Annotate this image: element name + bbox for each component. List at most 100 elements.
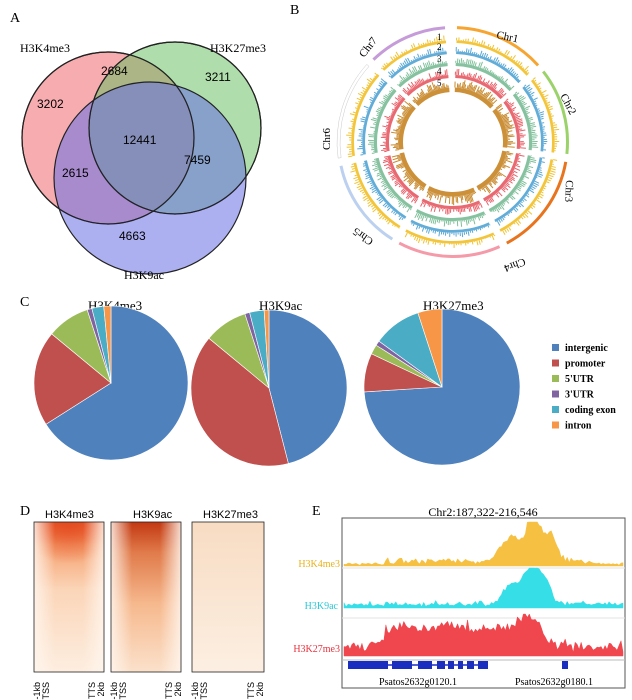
track-3-spike (414, 212, 418, 219)
track-2-spike (370, 96, 374, 100)
track-3-spike (497, 75, 499, 78)
track-1-spike (416, 237, 419, 242)
track-5-spike (402, 111, 407, 115)
track-2-spike (493, 57, 496, 62)
track-4-spike (414, 198, 418, 204)
track-3-spike (411, 70, 415, 74)
track-5-spike (505, 126, 513, 129)
track-1-band (405, 229, 495, 244)
track-4-spike (502, 186, 506, 191)
track-5-spike (496, 173, 501, 177)
track-4-spike (411, 196, 416, 203)
heatmap1-tick-m1kb: -1kb (32, 682, 42, 700)
track-2-spike (362, 116, 366, 119)
track-4-spike (518, 124, 524, 128)
track-1-spike (478, 240, 481, 245)
track-5-spike (505, 155, 508, 158)
track-1-spike (474, 39, 477, 43)
track-5-spike (485, 185, 492, 193)
track-3-spike (436, 219, 439, 223)
track-1-spike (487, 43, 490, 47)
track-4-spike (391, 108, 395, 111)
track-4-spike (397, 97, 401, 101)
track-4-spike (410, 81, 415, 88)
legend-label: 5'UTR (565, 374, 595, 385)
track-5-spike (507, 134, 514, 137)
track-4-band (455, 74, 503, 100)
panel-letter-a: A (10, 11, 21, 26)
track-3-spike (416, 213, 420, 218)
track-label-5: 5 (437, 78, 442, 88)
track-1-spike (546, 101, 551, 104)
track-3-spike (438, 219, 441, 224)
track-1-spike (377, 211, 380, 215)
track-2-spike (495, 57, 499, 63)
track-5-spike (429, 84, 434, 92)
track-1-spike (362, 195, 368, 199)
heatmap3-tick-2kb: 2kb (255, 682, 265, 697)
track-3-spike (373, 162, 377, 164)
gene-model-1-exon (458, 661, 463, 669)
track-2-spike (375, 191, 378, 194)
track-5-spike (428, 85, 432, 93)
track-5-spike (502, 163, 510, 169)
track-3-spike (495, 74, 498, 77)
track-2-spike (364, 172, 369, 176)
track-2-spike (534, 102, 537, 105)
track-1-spike (536, 82, 541, 86)
track-2-spike (362, 165, 366, 167)
gene-model-1-exon (448, 661, 454, 669)
track-3-spike (417, 214, 422, 221)
track-1-spike (510, 55, 513, 59)
track-5-spike (483, 186, 486, 189)
track-2-spike (366, 109, 369, 111)
heatmap-panels: H3K4me3 H3K9ac H3K27me3 -1kb TSS TTS 2kb… (32, 509, 265, 700)
track-4-spike (489, 81, 493, 87)
track-4-spike (474, 205, 477, 212)
track-1-spike (361, 86, 367, 91)
track-2-spike (485, 53, 489, 58)
track-5-spike (424, 93, 427, 95)
track-3-band (373, 89, 397, 154)
track-5-spike (466, 194, 470, 202)
pie-slice-h3k4me3-0 (45, 305, 189, 461)
track-4-spike (482, 78, 486, 83)
track-3-spike (516, 188, 521, 192)
track-5-spike (471, 193, 474, 196)
track-2-spike (394, 212, 397, 216)
track-5-spike (501, 165, 506, 168)
track-4-spike (385, 166, 391, 170)
track-3-spike (397, 84, 399, 86)
track-5-spike (491, 99, 498, 105)
track-5-spike (393, 129, 400, 132)
track-1-spike (378, 213, 382, 217)
track-4-spike (517, 160, 521, 163)
track-1-spike (422, 239, 425, 244)
track-1-spike (491, 235, 495, 241)
track-4-spike (508, 178, 513, 182)
track-2-spike (416, 56, 418, 59)
track-1-spike (550, 170, 556, 173)
track-1-spike (549, 108, 553, 111)
track-1-spike (527, 210, 533, 215)
track-2-spike (390, 70, 394, 75)
venn-value-h3k4me3-only: 3202 (37, 97, 64, 111)
track-5-spike (426, 190, 429, 194)
track-5-spike (397, 114, 405, 119)
track-4-spike (395, 178, 398, 181)
track-4-spike (394, 179, 399, 183)
panel-letter-c: C (20, 295, 29, 310)
track-3-spike (526, 170, 533, 174)
track-3-spike (518, 95, 522, 99)
track-4-spike (400, 188, 405, 193)
track-3-spike (424, 63, 428, 68)
heatmap3-tick-m1kb: -1kb (190, 682, 200, 700)
track-2-spike (363, 105, 370, 109)
track-3-spike (520, 97, 526, 102)
track-5-spike (397, 117, 404, 121)
track-1-spike (348, 155, 353, 158)
track-5-spike (501, 166, 505, 169)
track-4-spike (420, 201, 424, 207)
track-2-spike (487, 225, 490, 228)
chr-arc-2 (542, 70, 569, 155)
